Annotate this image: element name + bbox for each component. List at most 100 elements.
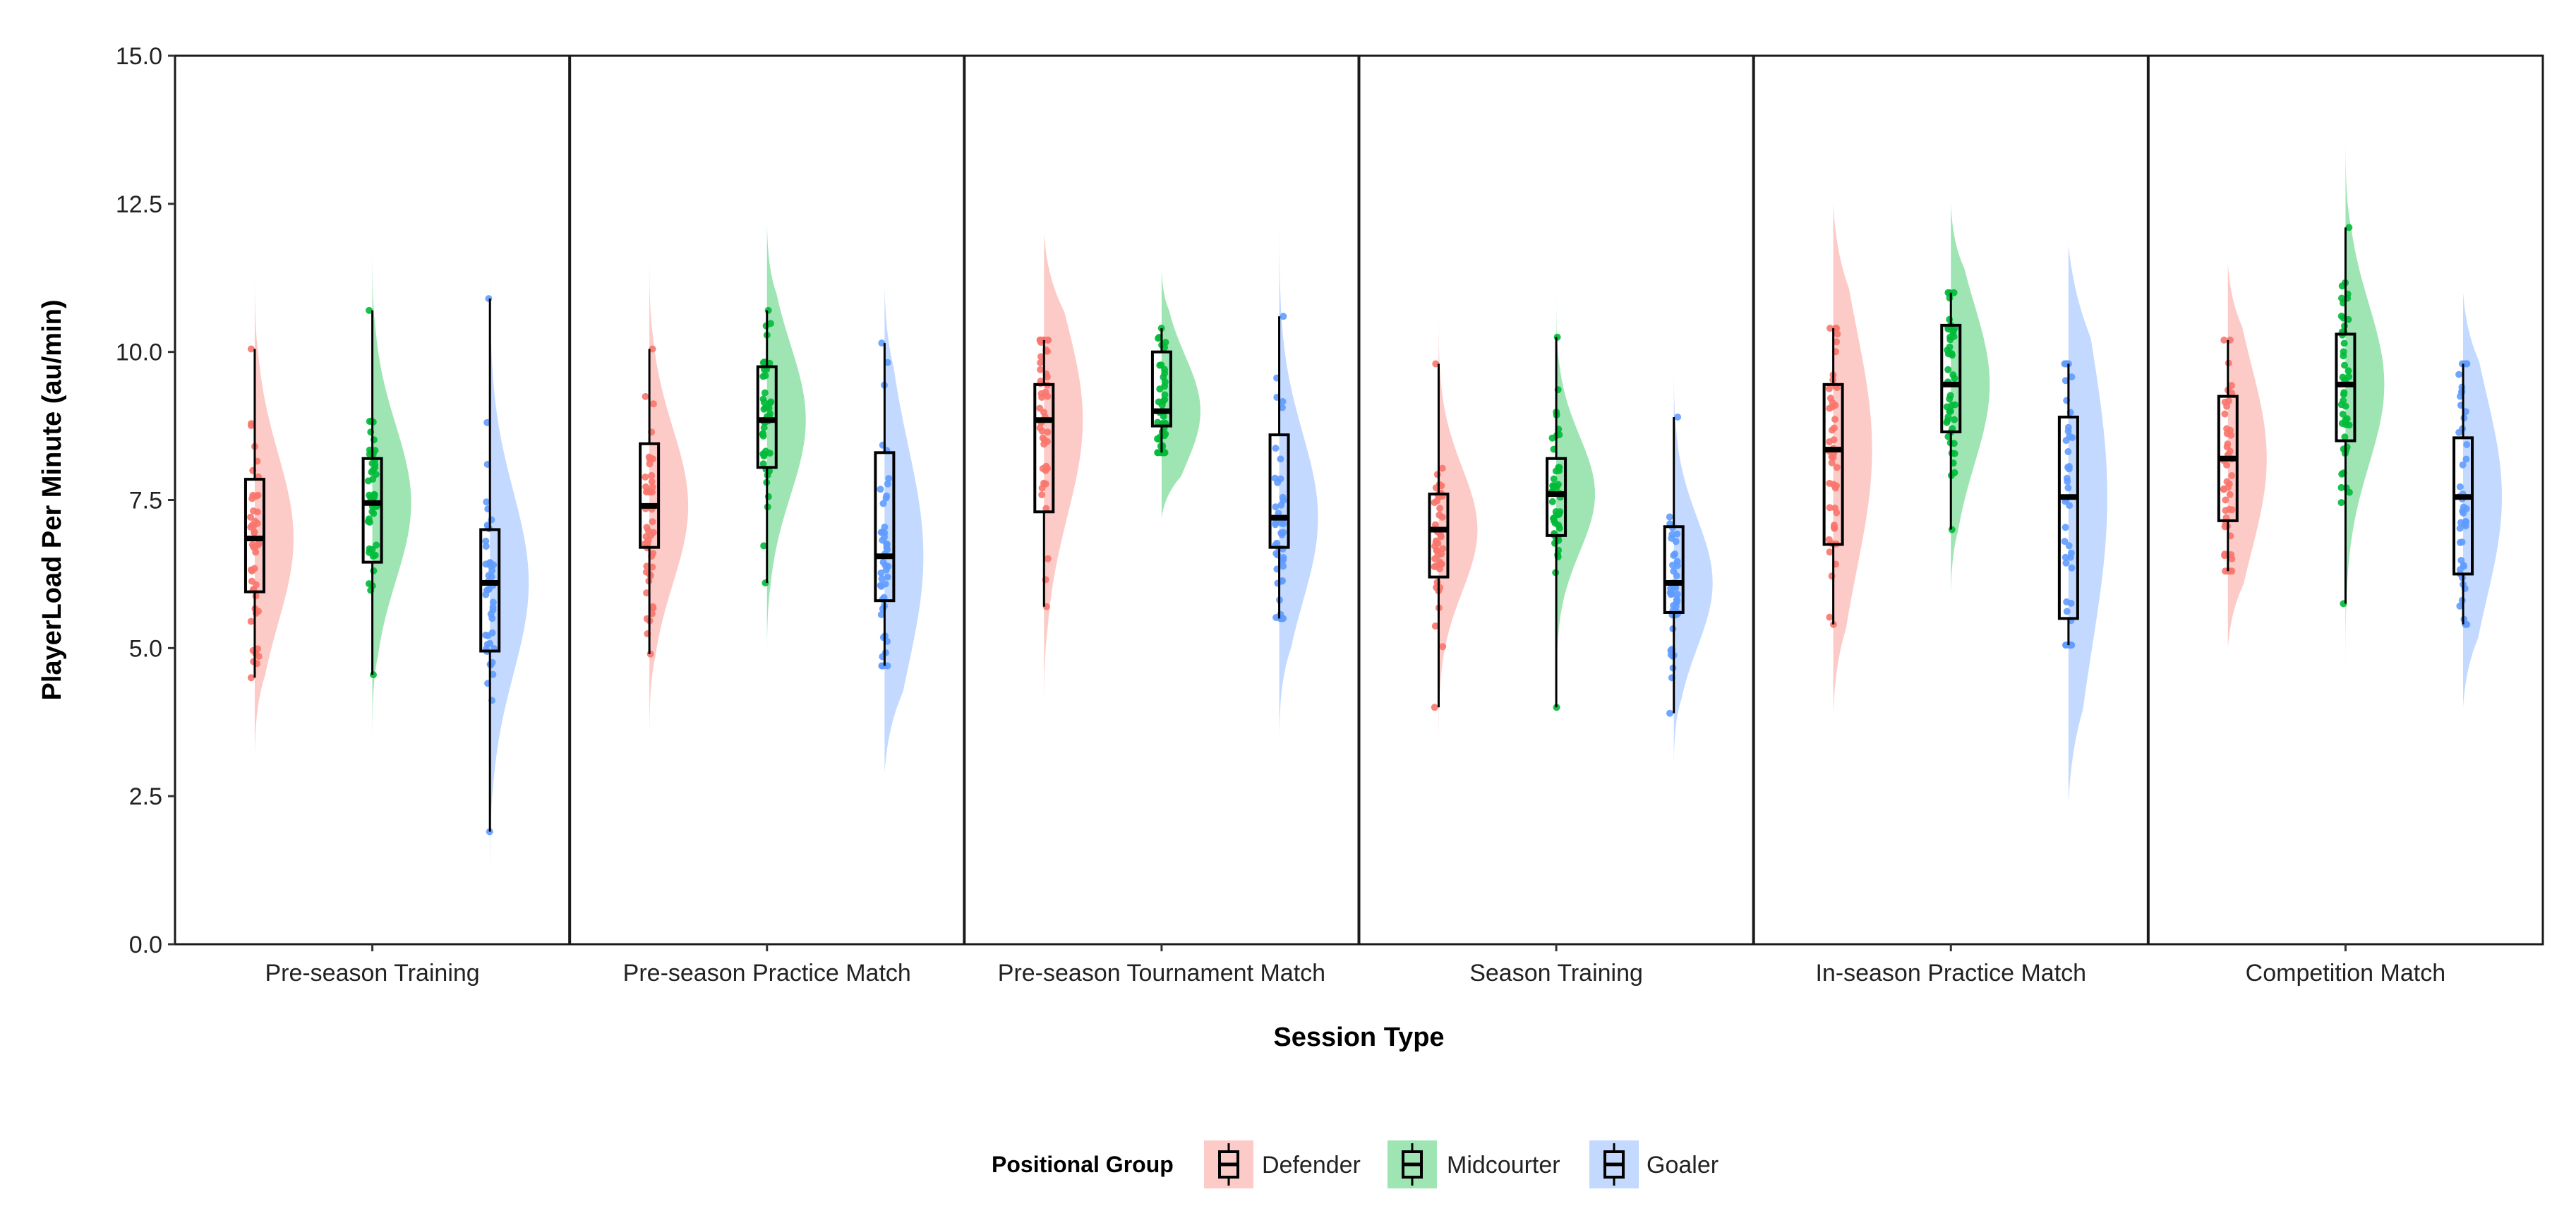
point-midcourter-season-training bbox=[1552, 508, 1560, 515]
box-midcourter-season-training bbox=[1546, 457, 1567, 537]
point-midcourter-pre-season-practice-match bbox=[767, 398, 775, 406]
point-goaler-season-training bbox=[1673, 562, 1681, 570]
point-goaler-in-season-practice-match bbox=[2063, 474, 2071, 482]
point-defender-pre-season-training bbox=[248, 420, 255, 428]
point-defender-pre-season-practice-match bbox=[647, 454, 655, 462]
point-defender-competition-match bbox=[2226, 490, 2234, 498]
y-tick-label: 0.0 bbox=[129, 932, 162, 958]
point-midcourter-in-season-practice-match bbox=[1949, 327, 1957, 335]
point-defender-pre-season-practice-match bbox=[646, 488, 654, 496]
point-goaler-in-season-practice-match bbox=[2064, 428, 2072, 435]
point-defender-pre-season-practice-match bbox=[649, 529, 657, 536]
point-goaler-pre-season-training bbox=[488, 629, 496, 637]
y-tick-label: 2.5 bbox=[129, 783, 162, 810]
point-defender-season-training bbox=[1438, 550, 1445, 558]
point-defender-in-season-practice-match bbox=[1826, 548, 1834, 556]
point-defender-season-training bbox=[1433, 471, 1441, 478]
point-goaler-pre-season-practice-match bbox=[881, 534, 888, 541]
point-defender-pre-season-tournament-match bbox=[1037, 359, 1045, 366]
point-midcourter-competition-match bbox=[2345, 224, 2353, 231]
density-goaler-season-training bbox=[1673, 358, 1713, 767]
point-defender-in-season-practice-match bbox=[1828, 453, 1836, 461]
point-goaler-pre-season-tournament-match bbox=[1271, 474, 1279, 482]
point-goaler-in-season-practice-match bbox=[2068, 564, 2076, 572]
x-tick-label: In-season Practice Match bbox=[1815, 960, 2086, 987]
point-defender-in-season-practice-match bbox=[1826, 325, 1834, 332]
point-goaler-competition-match bbox=[2455, 370, 2463, 378]
point-midcourter-pre-season-practice-match bbox=[760, 451, 768, 459]
density-goaler-pre-season-practice-match bbox=[884, 287, 924, 773]
legend-item-goaler: Goaler bbox=[1589, 1140, 1719, 1188]
point-goaler-in-season-practice-match bbox=[2065, 542, 2073, 550]
point-defender-pre-season-tournament-match bbox=[1044, 392, 1052, 400]
density-clouds bbox=[254, 138, 2503, 897]
point-midcourter-in-season-practice-match bbox=[1950, 333, 1958, 340]
box-defender-pre-season-tournament-match bbox=[1033, 382, 1055, 514]
point-defender-pre-season-training bbox=[251, 517, 259, 525]
point-midcourter-pre-season-training bbox=[371, 551, 379, 559]
point-defender-in-season-practice-match bbox=[1833, 482, 1840, 490]
point-defender-pre-season-practice-match bbox=[643, 589, 651, 597]
point-midcourter-season-training bbox=[1555, 524, 1563, 532]
point-goaler-pre-season-tournament-match bbox=[1280, 615, 1287, 622]
y-tick-label: 5.0 bbox=[129, 635, 162, 662]
point-midcourter-competition-match bbox=[2337, 313, 2345, 320]
point-defender-competition-match bbox=[2223, 425, 2231, 433]
point-defender-in-season-practice-match bbox=[1833, 338, 1841, 346]
point-defender-pre-season-training bbox=[247, 345, 255, 353]
point-midcourter-pre-season-training bbox=[373, 541, 380, 549]
legend-item-defender: Defender bbox=[1204, 1140, 1361, 1188]
point-goaler-season-training bbox=[1670, 601, 1678, 609]
point-defender-pre-season-training bbox=[247, 674, 255, 682]
point-defender-pre-season-tournament-match bbox=[1037, 353, 1045, 361]
y-tick-label: 12.5 bbox=[116, 191, 162, 218]
point-defender-pre-season-practice-match bbox=[642, 392, 649, 400]
point-goaler-pre-season-training bbox=[486, 559, 494, 567]
point-goaler-pre-season-training bbox=[489, 670, 497, 678]
point-defender-season-training bbox=[1431, 521, 1439, 529]
point-defender-pre-season-practice-match bbox=[648, 471, 656, 479]
point-midcourter-pre-season-practice-match bbox=[766, 410, 774, 418]
point-goaler-pre-season-training bbox=[482, 591, 490, 598]
box-midcourter-in-season-practice-match bbox=[1940, 323, 1962, 433]
point-midcourter-competition-match bbox=[2337, 483, 2345, 491]
point-defender-pre-season-tournament-match bbox=[1038, 394, 1046, 401]
point-goaler-in-season-practice-match bbox=[2062, 377, 2069, 385]
point-goaler-pre-season-training bbox=[483, 498, 490, 506]
density-goaler-pre-season-tournament-match bbox=[1279, 203, 1318, 737]
point-defender-season-training bbox=[1431, 543, 1439, 550]
point-goaler-pre-season-practice-match bbox=[878, 575, 886, 583]
point-defender-in-season-practice-match bbox=[1828, 459, 1836, 466]
point-goaler-season-training bbox=[1674, 414, 1682, 421]
point-defender-season-training bbox=[1431, 622, 1439, 630]
density-midcourter-pre-season-practice-match bbox=[766, 222, 806, 661]
point-goaler-pre-season-tournament-match bbox=[1280, 529, 1287, 536]
point-defender-pre-season-tournament-match bbox=[1037, 339, 1045, 347]
point-defender-pre-season-training bbox=[250, 543, 258, 551]
point-goaler-pre-season-tournament-match bbox=[1277, 455, 1284, 463]
point-defender-pre-season-training bbox=[255, 540, 263, 548]
point-goaler-pre-season-tournament-match bbox=[1280, 554, 1287, 561]
legend-item-midcourter: Midcourter bbox=[1388, 1140, 1560, 1188]
point-midcourter-competition-match bbox=[2340, 339, 2348, 347]
point-midcourter-pre-season-tournament-match bbox=[1161, 449, 1169, 457]
density-goaler-in-season-practice-match bbox=[2068, 245, 2107, 802]
point-midcourter-competition-match bbox=[2338, 420, 2346, 427]
point-midcourter-pre-season-practice-match bbox=[764, 306, 772, 314]
point-defender-season-training bbox=[1438, 464, 1446, 472]
point-midcourter-in-season-practice-match bbox=[1951, 450, 1958, 457]
point-defender-pre-season-practice-match bbox=[642, 474, 649, 481]
point-defender-pre-season-tournament-match bbox=[1045, 336, 1052, 344]
point-defender-pre-season-training bbox=[250, 507, 257, 514]
point-goaler-in-season-practice-match bbox=[2069, 434, 2076, 442]
point-midcourter-pre-season-tournament-match bbox=[1156, 385, 1164, 393]
point-goaler-pre-season-practice-match bbox=[884, 562, 892, 570]
point-defender-season-training bbox=[1437, 560, 1445, 567]
point-defender-in-season-practice-match bbox=[1825, 385, 1833, 392]
x-tick-label: Competition Match bbox=[2246, 960, 2445, 987]
point-midcourter-pre-season-practice-match bbox=[762, 372, 769, 380]
point-goaler-in-season-practice-match bbox=[2062, 437, 2070, 445]
point-goaler-season-training bbox=[1672, 538, 1680, 546]
point-midcourter-pre-season-tournament-match bbox=[1161, 366, 1169, 373]
density-goaler-pre-season-training bbox=[490, 227, 529, 897]
